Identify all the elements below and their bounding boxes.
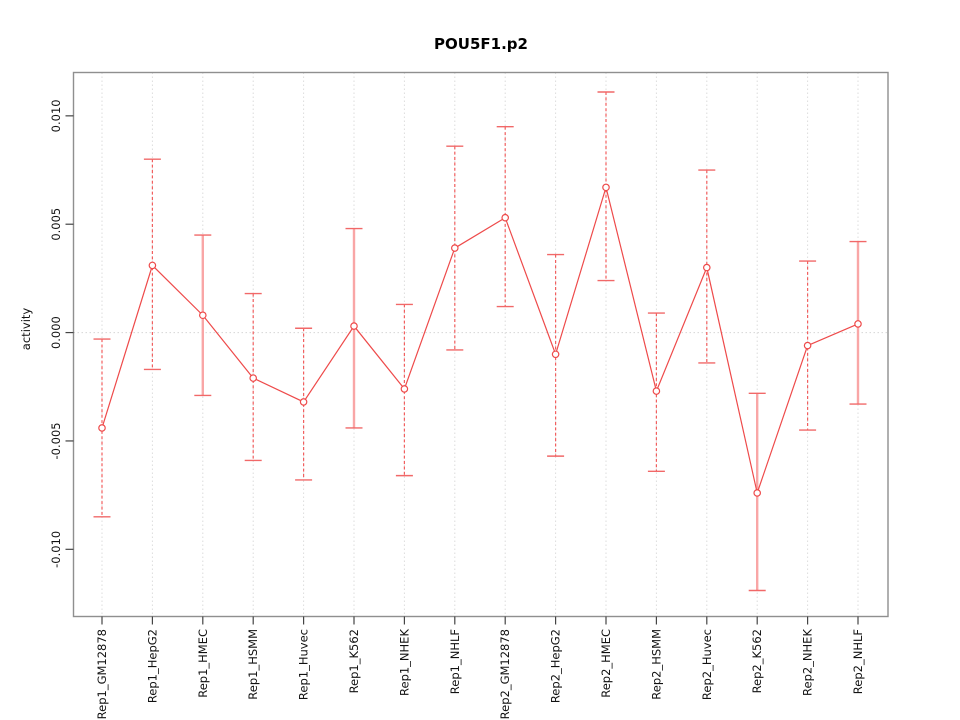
- x-tick-label: Rep1_HMEC: [196, 629, 210, 698]
- x-tick-label: Rep2_HSMM: [649, 629, 663, 700]
- x-tick-label: Rep1_HepG2: [145, 629, 159, 703]
- x-tick-label: Rep2_HMEC: [599, 629, 613, 698]
- data-point-marker: [803, 341, 812, 350]
- plot-content: 0.010 0.005 0.000 -0.005 -0.010 Rep1_GM12878 R…: [49, 71, 889, 719]
- x-tick-label: Rep2_HepG2: [549, 629, 563, 703]
- y-axis-label: activity: [19, 308, 33, 351]
- x-tick-label: Rep1_NHEK: [397, 629, 411, 696]
- data-point-marker: [702, 263, 711, 272]
- data-point-marker: [148, 261, 157, 270]
- data-point-marker: [98, 424, 106, 432]
- data-point-marker: [249, 374, 258, 382]
- x-tick-label: Rep2_K562: [750, 629, 764, 693]
- data-point-marker: [400, 385, 409, 393]
- data-point-marker: [652, 387, 661, 395]
- data-point-marker: [501, 213, 510, 222]
- y-tick-label: 0.010: [49, 99, 63, 132]
- data-point-marker: [199, 311, 207, 320]
- data-point-marker: [299, 398, 308, 406]
- x-tick-label: Rep1_K562: [347, 629, 361, 693]
- data-point-marker: [450, 244, 459, 252]
- x-tick-label: Rep2_NHLF: [851, 629, 865, 694]
- y-tick-label: -0.010: [49, 531, 63, 568]
- data-point-marker: [350, 322, 358, 330]
- y-tick-label: 0.000: [49, 316, 63, 349]
- x-tick-label: Rep1_GM12878: [95, 629, 109, 719]
- x-tick-label: Rep1_HSMM: [246, 629, 260, 700]
- x-tick-label: Rep1_Huvec: [297, 629, 311, 700]
- y-tick-label: -0.005: [49, 422, 63, 459]
- plot-border: [72, 71, 889, 618]
- chart-title: POU5F1.p2: [434, 35, 528, 53]
- x-tick-label: Rep1_NHLF: [448, 629, 462, 694]
- data-line: [101, 185, 859, 496]
- data-point-marker: [753, 489, 762, 497]
- data-point-marker: [602, 183, 610, 192]
- data-point-marker: [551, 350, 560, 359]
- data-point-marker: [854, 320, 862, 328]
- x-tick-label: Rep2_GM12878: [498, 629, 512, 719]
- x-tick-label: Rep2_NHEK: [801, 629, 815, 696]
- y-tick-label: 0.005: [49, 208, 63, 241]
- x-tick-label: Rep2_Huvec: [700, 629, 714, 700]
